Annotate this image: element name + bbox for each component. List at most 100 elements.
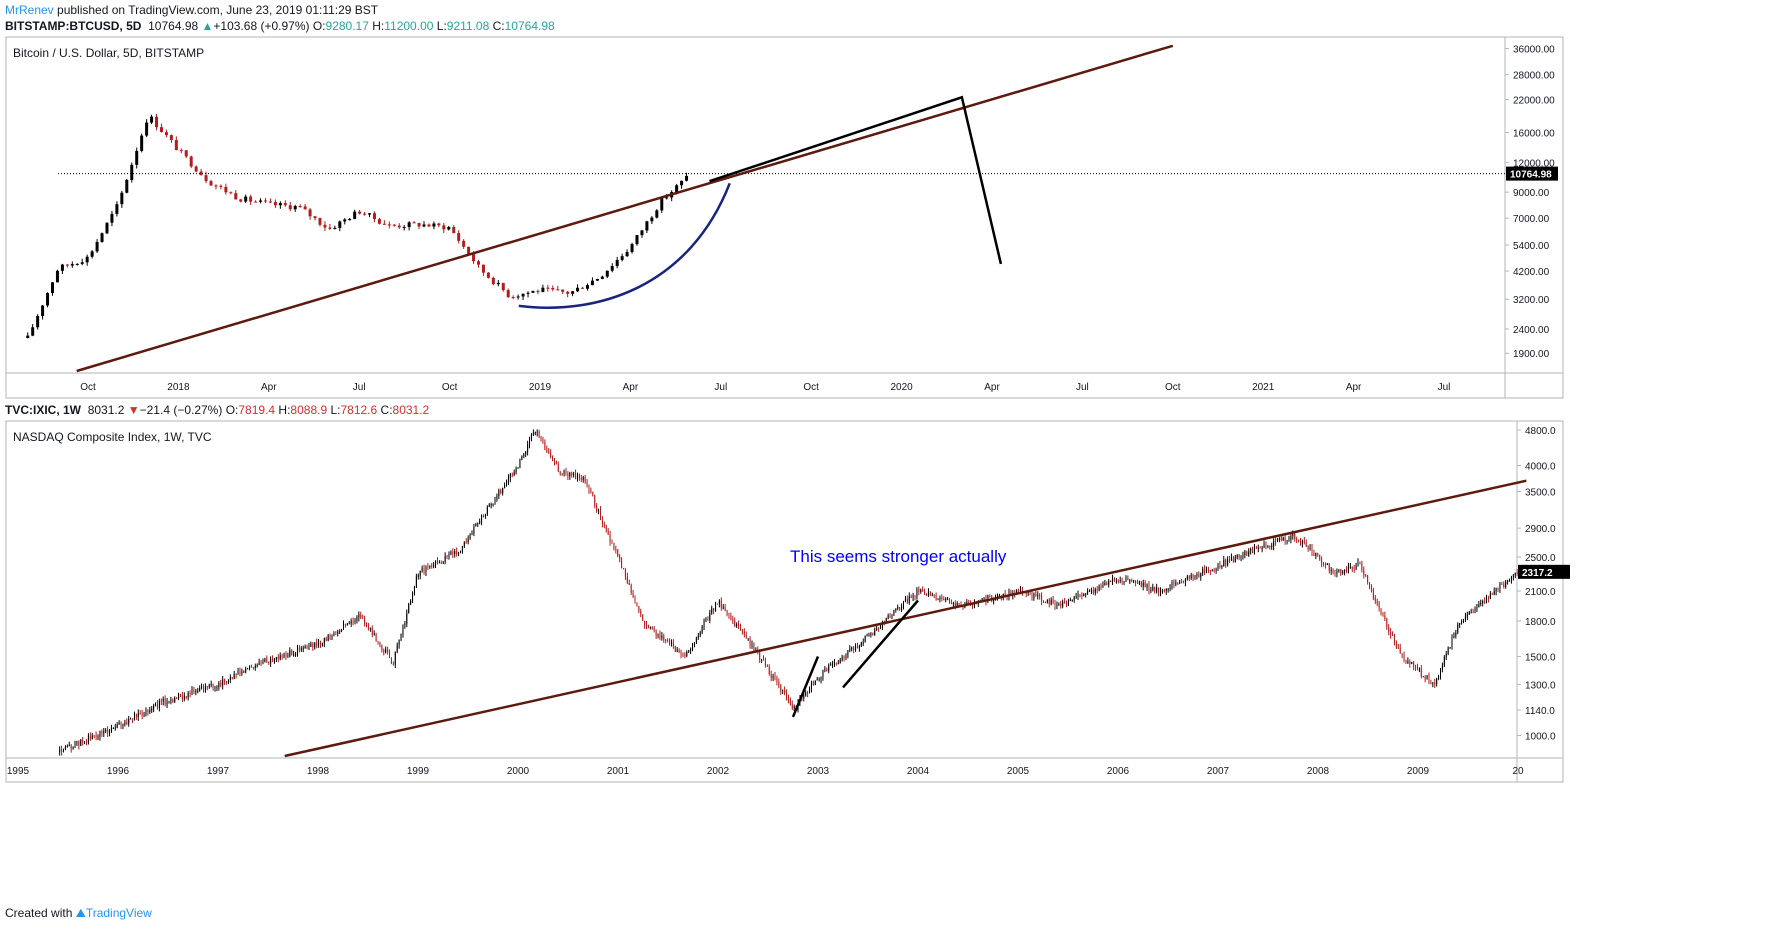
candle-body xyxy=(425,565,427,573)
candle-body xyxy=(1215,569,1217,571)
candle-body xyxy=(339,631,341,633)
candle-body xyxy=(1351,566,1353,569)
candle-body xyxy=(588,485,590,490)
candle-body xyxy=(1276,539,1278,542)
candle-body xyxy=(1234,557,1236,562)
candle-body xyxy=(199,688,201,691)
candle-body xyxy=(319,640,321,646)
candle-body xyxy=(316,642,318,646)
candle-body xyxy=(1044,602,1046,604)
candle-body xyxy=(922,589,924,592)
candle-body xyxy=(586,481,588,486)
bottom-symbol[interactable]: TVC:IXIC, 1W xyxy=(5,403,82,417)
candle-body xyxy=(730,615,732,620)
top-last-price: 10764.98 xyxy=(148,19,199,33)
candle-body xyxy=(245,669,247,672)
last-price-label: 2317.2 xyxy=(1522,568,1553,579)
candle-body xyxy=(1067,601,1069,606)
candle-body xyxy=(1177,583,1179,585)
candle-body xyxy=(972,604,974,606)
candle-body xyxy=(891,614,893,618)
footer-brand[interactable]: TradingView xyxy=(85,906,152,920)
candle-body xyxy=(447,226,451,230)
candle-body xyxy=(78,741,80,746)
charts-canvas[interactable]: Bitcoin / U.S. Dollar, 5D, BITSTAMP 3600… xyxy=(0,0,1788,900)
candle-body xyxy=(1507,580,1509,582)
x-tick-label: 2000 xyxy=(507,766,530,777)
candle-body xyxy=(1380,608,1382,614)
candle-body xyxy=(303,206,307,210)
candle-body xyxy=(675,185,679,193)
candle-body xyxy=(1482,601,1484,603)
top-h-label: H: xyxy=(372,19,385,33)
candle-body xyxy=(904,599,906,602)
candle-body xyxy=(845,655,847,659)
author-link[interactable]: MrRenev xyxy=(5,3,54,17)
candle-body xyxy=(337,631,339,635)
candle-body xyxy=(843,656,845,659)
candle-body xyxy=(807,692,809,694)
x-tick-label: 2018 xyxy=(167,382,190,393)
top-change: +103.68 (+0.97%) xyxy=(213,19,310,33)
candle-body xyxy=(1317,552,1319,556)
candle-body xyxy=(993,599,995,601)
candle-body xyxy=(1395,642,1397,648)
candle-body xyxy=(1449,647,1451,649)
candle-body xyxy=(1062,601,1064,606)
candle-body xyxy=(427,224,431,227)
candle-body xyxy=(697,635,699,638)
x-tick-label: 2004 xyxy=(907,766,930,777)
candle-body xyxy=(100,233,104,242)
candle-body xyxy=(1054,603,1056,607)
candle-body xyxy=(1100,586,1102,588)
bottom-change: −21.4 (−0.27%) xyxy=(139,403,223,417)
candle-body xyxy=(876,628,878,630)
candle-body xyxy=(101,731,103,734)
candle-body xyxy=(323,224,327,228)
candle-body xyxy=(1077,594,1079,597)
candle-body xyxy=(63,749,65,753)
candle-body xyxy=(1298,539,1300,541)
candle-body xyxy=(1509,579,1511,581)
candle-body xyxy=(1438,677,1440,680)
candle-body xyxy=(396,644,398,653)
candle-body xyxy=(1493,591,1495,595)
candle-body xyxy=(254,201,258,203)
y-tick-label: 2900.0 xyxy=(1525,524,1556,535)
candle-body xyxy=(929,592,931,596)
candle-body xyxy=(1019,588,1021,592)
candle-body xyxy=(571,291,575,294)
candle-body xyxy=(153,705,155,710)
candle-body xyxy=(540,437,542,440)
candle-body xyxy=(839,659,841,664)
candle-body xyxy=(1464,616,1466,620)
top-x-axis: Oct 2018 Apr Jul Oct 2019 Apr Jul Oct 2020 Apr Jul O… xyxy=(80,382,1450,393)
candle-body xyxy=(360,614,362,618)
candle-body xyxy=(1388,627,1390,632)
candle-body xyxy=(243,671,245,673)
candle-body xyxy=(761,659,763,661)
bottom-legend: TVC:IXIC, 1W 8031.2 ▼−21.4 (−0.27%) O:78… xyxy=(5,403,429,417)
candle-body xyxy=(285,653,287,657)
candle-body xyxy=(421,568,423,571)
candle-body xyxy=(86,741,88,743)
y-tick-label: 7000.00 xyxy=(1513,214,1550,225)
candle-body xyxy=(179,150,183,152)
candle-body xyxy=(1050,599,1052,605)
candle-body xyxy=(178,693,180,699)
candle-body xyxy=(412,593,414,601)
candle-body xyxy=(527,444,529,452)
candle-body xyxy=(521,293,525,297)
candle-body xyxy=(338,221,342,228)
x-tick-label: Apr xyxy=(623,382,639,393)
candle-body xyxy=(640,610,642,615)
candle-body xyxy=(382,223,386,225)
candle-body xyxy=(1472,611,1474,613)
candle-body xyxy=(304,646,306,649)
candle-body xyxy=(379,641,381,646)
candle-body xyxy=(26,335,30,339)
candle-body xyxy=(649,626,651,628)
candle-body xyxy=(519,459,521,468)
candle-body xyxy=(620,256,624,260)
top-symbol[interactable]: BITSTAMP:BTCUSD, 5D xyxy=(5,19,142,33)
